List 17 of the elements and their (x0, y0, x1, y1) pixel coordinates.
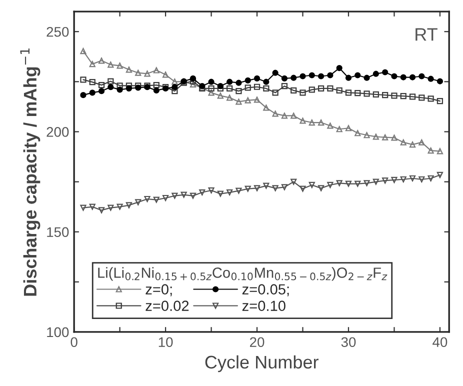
y-axis-title: Discharge capacity / mAhg$^{−1}$ (20, 48, 40, 296)
x-tick-label: 20 (250, 337, 264, 348)
y-tick-label: 200 (46, 127, 69, 137)
y-tick-label: 250 (46, 26, 69, 37)
y-tick-label: 150 (47, 227, 69, 238)
x-tick-label: 0 (70, 337, 78, 348)
text: Li(Li$_{0.2}$Ni$_{0.15+0.5z}$Co$_{0.10}$Mn$_{0.55−0.5z}$)O$_{2−z}$F$_{z}$ (98, 267, 388, 281)
legend-label: z=0.02 (146, 300, 189, 312)
annotation: RT (416, 28, 438, 41)
x-axis-title: Cycle Number (205, 355, 318, 372)
y-tick-label: 100 (47, 327, 69, 338)
x-tick-label: 30 (341, 337, 356, 348)
legend-label: z=0; (146, 284, 172, 296)
x-tick-label: 10 (158, 337, 173, 348)
x-tick-label: 40 (432, 337, 448, 348)
legend-label: z=0.05; (242, 284, 289, 296)
legend-label: z=0.10 (242, 300, 286, 312)
